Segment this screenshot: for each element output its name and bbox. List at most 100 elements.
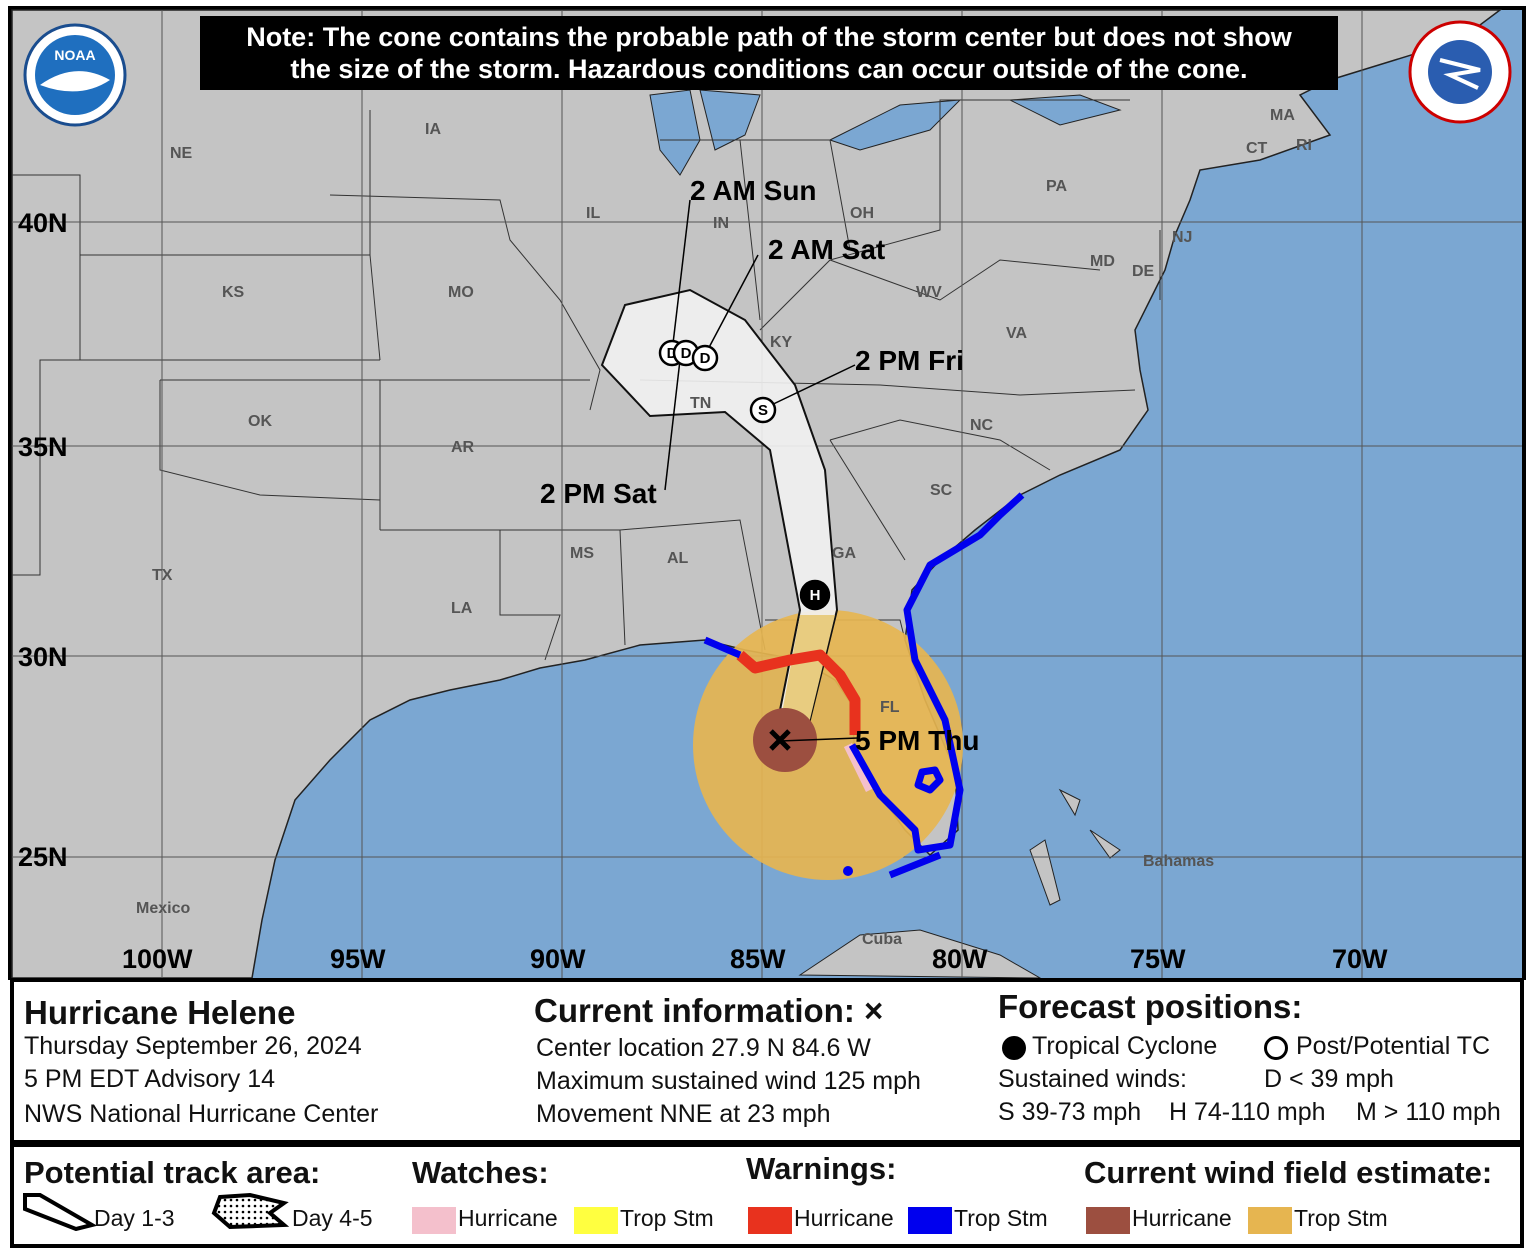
state-label: IN <box>713 215 729 232</box>
state-label: IL <box>586 205 600 222</box>
state-label: AL <box>667 550 689 567</box>
d-category: D < 39 mph <box>1264 1065 1394 1093</box>
lon-label: 100W <box>122 944 193 974</box>
issuing-center: NWS National Hurricane Center <box>24 1100 379 1128</box>
cone-disclaimer-note: Note: The cone contains the probable pat… <box>200 16 1338 90</box>
tropical-cyclone-label: Tropical Cyclone <box>1032 1032 1218 1060</box>
max-wind: Maximum sustained wind 125 mph <box>536 1067 921 1095</box>
state-label: Bahamas <box>1143 853 1214 870</box>
day1-3-label: Day 1-3 <box>94 1205 175 1231</box>
forecast-point-H: H <box>799 579 831 611</box>
state-label: DE <box>1132 263 1155 280</box>
forecast-time-label: 2 PM Sat <box>540 478 657 509</box>
state-borders <box>12 99 1161 661</box>
watches-title: Watches: <box>412 1155 549 1190</box>
state-label: MD <box>1090 253 1115 270</box>
lon-label: 90W <box>530 944 586 974</box>
info-panel: Hurricane Helene Thursday September 26, … <box>10 978 1524 1144</box>
note-line-2: the size of the storm. Hazardous conditi… <box>290 54 1248 84</box>
movement: Movement NNE at 23 mph <box>536 1100 831 1128</box>
lon-label: 75W <box>1130 944 1186 974</box>
current-info-title: Current information: × <box>534 992 884 1029</box>
forecast-time-label: 2 AM Sat <box>768 234 885 265</box>
storm-name: Hurricane Helene <box>24 994 296 1031</box>
s-category: S 39-73 mph <box>998 1098 1142 1126</box>
svg-text:D: D <box>700 350 711 367</box>
forecast-points: D D DSH <box>658 339 831 611</box>
state-label: MS <box>570 545 594 562</box>
state-label: CT <box>1246 140 1268 157</box>
state-label: LA <box>451 600 473 617</box>
lat-label: 30N <box>18 642 68 672</box>
lon-label: 80W <box>932 944 988 974</box>
forecast-positions-title: Forecast positions: <box>998 988 1303 1025</box>
trop-storm-wind-swatch <box>1248 1207 1292 1234</box>
forecast-point-D: D <box>691 344 719 372</box>
filled-circle-icon <box>1002 1036 1026 1060</box>
advisory-number: 5 PM EDT Advisory 14 <box>24 1065 276 1093</box>
cone-over-wind-field <box>778 615 835 740</box>
hurricane-wind-field <box>753 708 817 772</box>
state-label: AR <box>451 439 475 456</box>
forecast-point-S: S <box>749 396 777 424</box>
trop-storm-wind-label: Trop Stm <box>1294 1205 1388 1231</box>
state-label: SC <box>930 482 953 499</box>
trop-storm-watch-label: Trop Stm <box>620 1205 714 1231</box>
lon-label: 95W <box>330 944 386 974</box>
leader-lines <box>664 199 859 742</box>
nws-logo <box>1408 20 1512 124</box>
trop-storm-watch-swatch <box>574 1207 618 1234</box>
svg-text:S: S <box>758 402 768 419</box>
legend-panel: Potential track area: Day 1-3 Day 4-5 Wa… <box>10 1144 1524 1248</box>
hurricane-warning-swatch <box>748 1207 792 1234</box>
lat-label: 25N <box>18 842 68 872</box>
hurricane-warning-line <box>736 649 861 735</box>
lon-label: 85W <box>730 944 786 974</box>
day1-3-cone-icon <box>23 1193 98 1231</box>
lat-label: 35N <box>18 432 68 462</box>
state-label: RI <box>1296 137 1312 154</box>
hurricane-wind-swatch <box>1086 1207 1130 1234</box>
trop-storm-warning-swatch <box>908 1207 952 1234</box>
hurricane-wind-label: Hurricane <box>1132 1205 1232 1231</box>
state-label: WV <box>916 284 942 301</box>
svg-text:D: D <box>681 345 692 362</box>
svg-text:NOAA: NOAA <box>54 47 95 63</box>
forecast-time-label: 2 AM Sun <box>690 175 817 206</box>
noaa-logo: NOAA <box>23 23 127 127</box>
state-label: Mexico <box>136 900 190 917</box>
center-location: Center location 27.9 N 84.6 W <box>536 1034 871 1062</box>
day4-5-cone-icon <box>211 1192 290 1230</box>
warnings-title: Warnings: <box>746 1151 897 1186</box>
lat-label: 40N <box>18 208 68 238</box>
hurricane-watch-label: Hurricane <box>458 1205 558 1231</box>
caribbean-islands <box>798 788 1121 979</box>
open-circle-icon <box>1264 1036 1288 1060</box>
svg-text:D: D <box>667 345 678 362</box>
track-area-title: Potential track area: <box>24 1155 321 1190</box>
lon-label: 70W <box>1332 944 1388 974</box>
state-label: IA <box>425 121 441 138</box>
post-tc-label: Post/Potential TC <box>1296 1032 1491 1060</box>
forecast-time-label: 2 PM Fri <box>855 345 964 376</box>
state-label: Cuba <box>862 931 902 948</box>
state-label: TX <box>152 567 173 584</box>
current-position-x-icon <box>769 729 791 751</box>
state-label: OK <box>248 413 272 430</box>
state-label: NE <box>170 145 193 162</box>
state-label: KY <box>770 334 793 351</box>
state-label: VA <box>1006 325 1027 342</box>
state-label: NC <box>970 417 994 434</box>
trop-storm-warning-label: Trop Stm <box>954 1205 1048 1231</box>
hurricane-warning-label: Hurricane <box>794 1205 894 1231</box>
state-label: KS <box>222 284 245 301</box>
svg-text:H: H <box>810 587 821 604</box>
day4-5-label: Day 4-5 <box>292 1205 373 1231</box>
trop-storm-warning-lines <box>703 492 1025 879</box>
state-label: PA <box>1046 178 1067 195</box>
advisory-date: Thursday September 26, 2024 <box>24 1032 362 1060</box>
note-line-1: Note: The cone contains the probable pat… <box>246 22 1292 52</box>
state-label: NJ <box>1172 229 1192 246</box>
trop-storm-wind-dot <box>843 866 853 876</box>
